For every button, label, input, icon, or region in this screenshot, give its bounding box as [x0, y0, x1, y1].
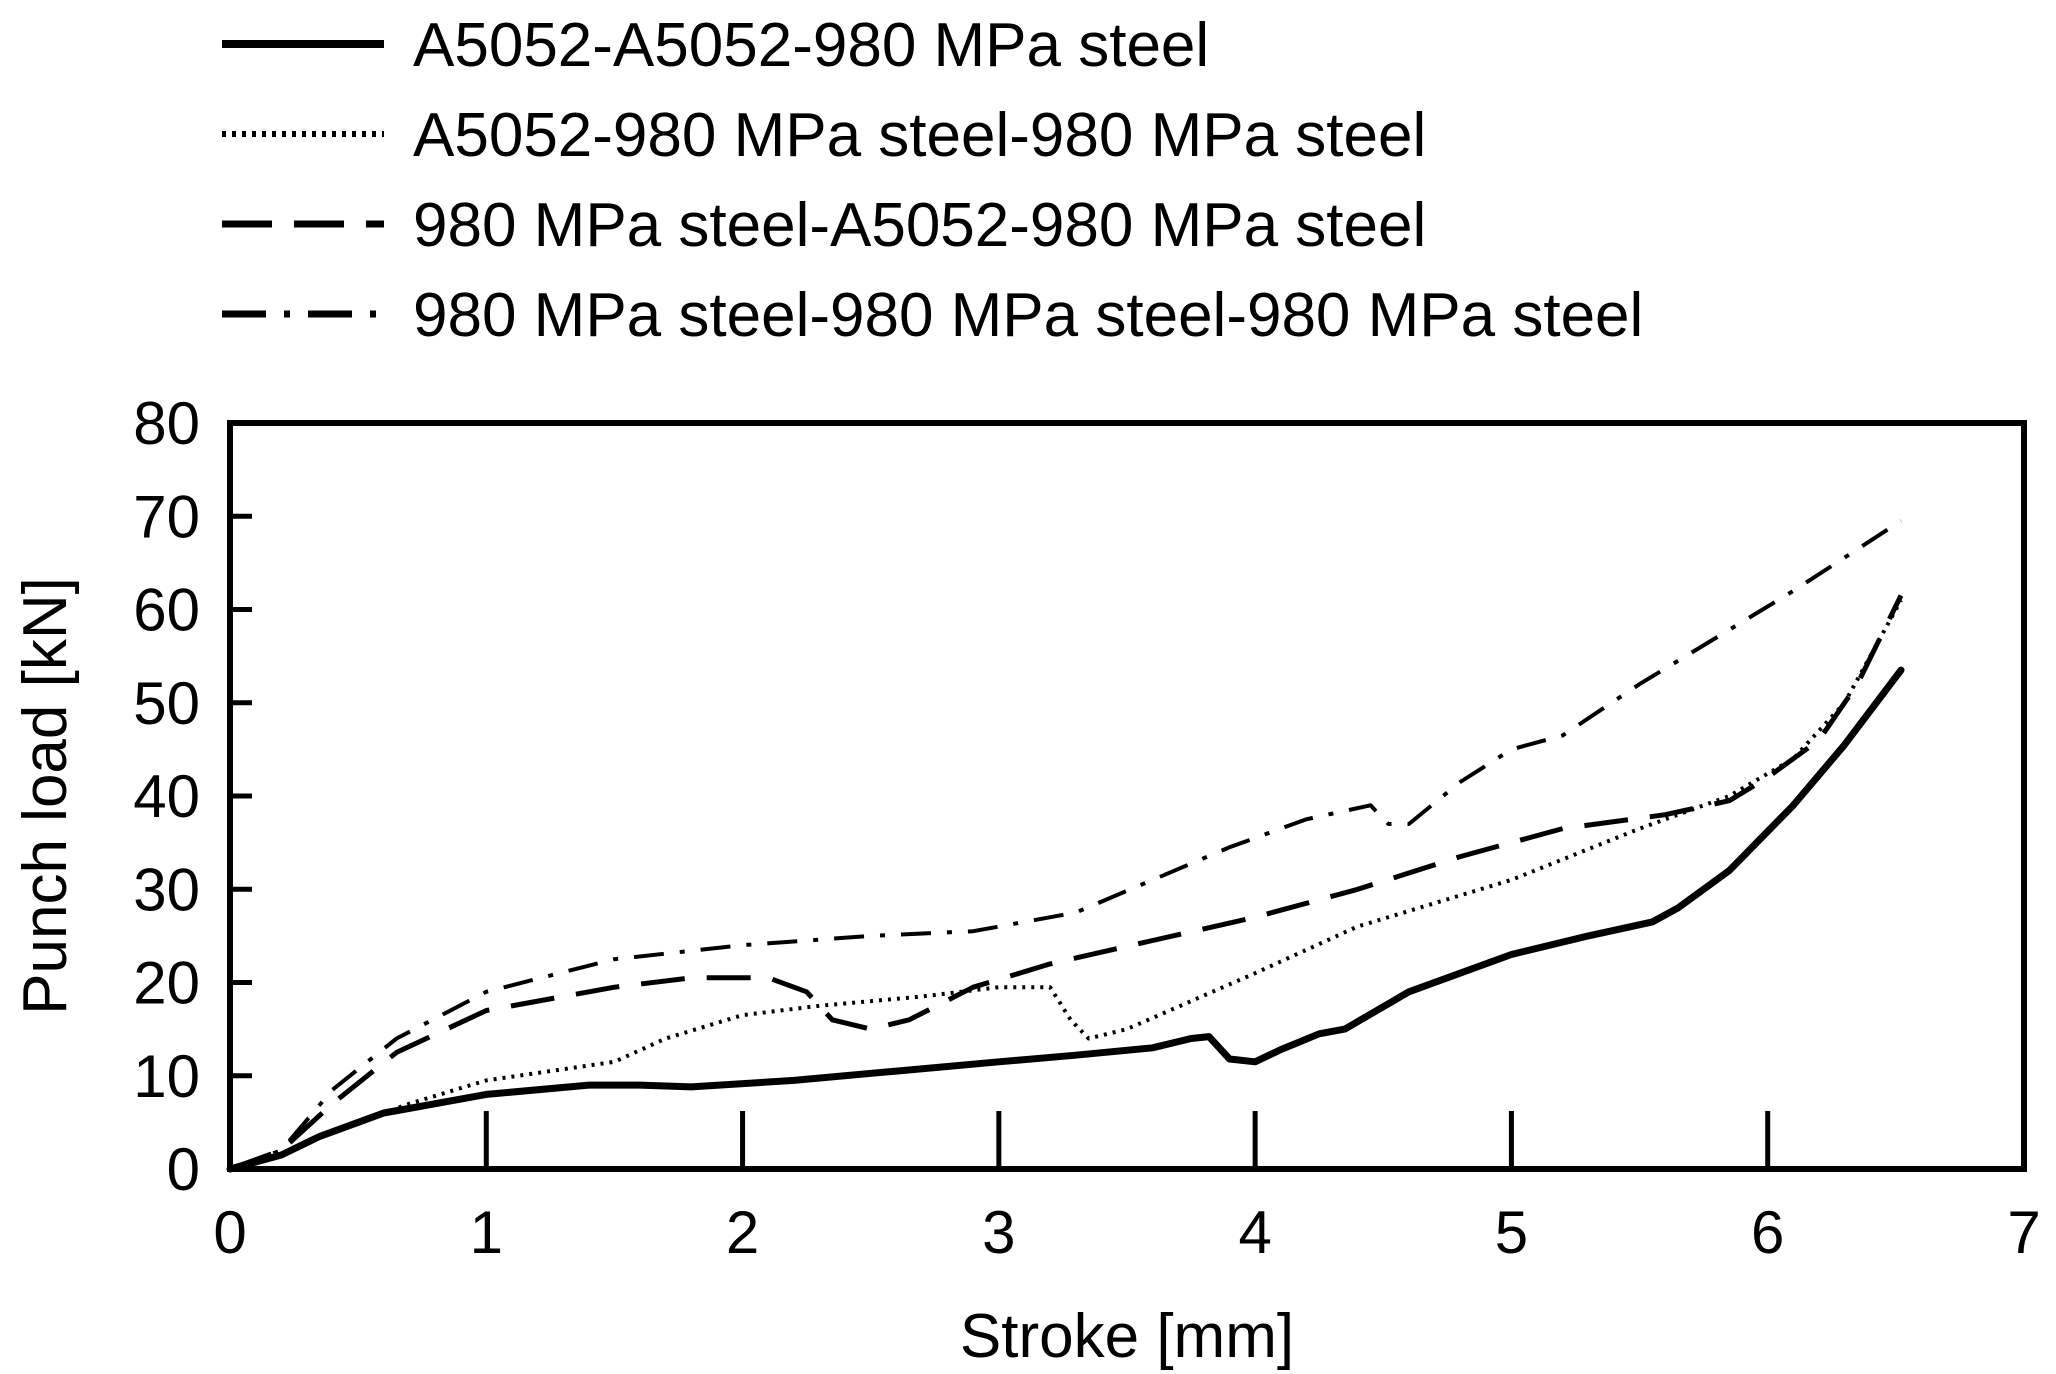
- x-tick-label: 6: [1751, 1199, 1784, 1266]
- y-tick-label: 40: [133, 763, 200, 830]
- y-tick-labels: 0 10 20 30 40 50 60 70 80: [133, 390, 200, 1203]
- legend: A5052-A5052-980 MPa steel A5052-980 MPa s…: [222, 11, 1643, 350]
- y-tick-label: 10: [133, 1043, 200, 1110]
- y-tick-label: 60: [133, 577, 200, 644]
- legend-label-a5052-a5052-980-mpa-steel: A5052-A5052-980 MPa steel: [413, 11, 1209, 80]
- plot-frame: [227, 420, 2027, 1172]
- x-tick-label: 3: [982, 1199, 1015, 1266]
- legend-label-980-mpa-steel-980-mpa-steel-980-mpa-steel: 980 MPa steel-980 MPa steel-980 MPa stee…: [413, 281, 1643, 350]
- x-tick-label: 5: [1495, 1199, 1528, 1266]
- series-lines: [226, 519, 1905, 1173]
- x-axis-title: Stroke [mm]: [960, 1302, 1294, 1371]
- y-axis-title: Punch load [kN]: [11, 577, 80, 1015]
- series-line-a5052-a5052-980-mpa-steel: [226, 666, 1905, 1173]
- legend-label-980-mpa-steel-a5052-980-mpa-steel: 980 MPa steel-A5052-980 MPa steel: [413, 191, 1426, 260]
- x-tick-label: 4: [1238, 1199, 1271, 1266]
- y-tick-label: 0: [167, 1136, 200, 1203]
- y-tick-label: 20: [133, 950, 200, 1017]
- y-tick-label: 50: [133, 670, 200, 737]
- y-tick-label: 80: [133, 390, 200, 457]
- axis-ticks: [230, 513, 1771, 1169]
- x-tick-label: 0: [213, 1199, 246, 1266]
- y-tick-label: 30: [133, 856, 200, 923]
- series-line-980-mpa-steel-a5052-980-mpa-steel: [229, 594, 1904, 1172]
- x-tick-label: 1: [470, 1199, 503, 1266]
- series-line-a5052-980-mpa-steel-980-mpa-steel: [229, 599, 1903, 1171]
- legend-label-a5052-980-mpa-steel-980-mpa-steel: A5052-980 MPa steel-980 MPa steel: [413, 101, 1426, 170]
- x-tick-labels: 0 1 2 3 4 5 6 7: [213, 1199, 2040, 1266]
- x-tick-label: 2: [726, 1199, 759, 1266]
- series-line-980-mpa-steel-980-mpa-steel-980-mpa-steel: [229, 519, 1903, 1171]
- x-tick-label: 7: [2007, 1199, 2040, 1266]
- y-tick-label: 70: [133, 483, 200, 550]
